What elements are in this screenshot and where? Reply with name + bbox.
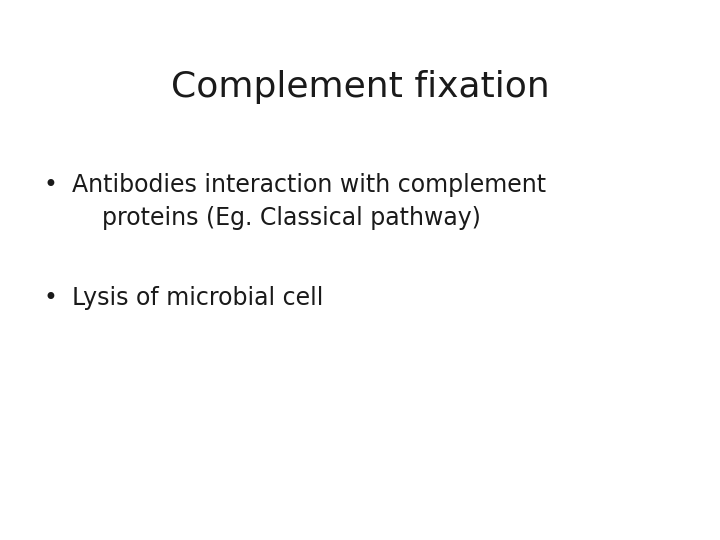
Text: Complement fixation: Complement fixation [171,70,549,104]
Text: Antibodies interaction with complement
    proteins (Eg. Classical pathway): Antibodies interaction with complement p… [72,173,546,230]
Text: •: • [43,173,57,197]
Text: Lysis of microbial cell: Lysis of microbial cell [72,286,323,310]
Text: •: • [43,286,57,310]
